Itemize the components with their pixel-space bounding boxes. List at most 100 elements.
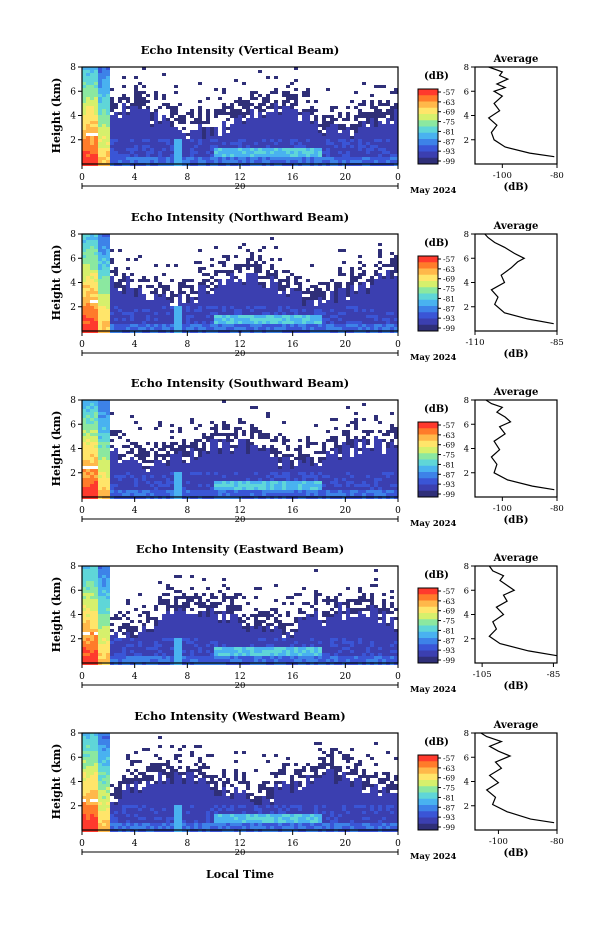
heatmap-cell <box>130 315 134 318</box>
heatmap-cell <box>218 300 222 303</box>
heatmap-cell <box>166 315 170 318</box>
heatmap-cell <box>326 115 330 118</box>
heatmap-cell <box>386 315 390 318</box>
heatmap-cell <box>150 291 154 294</box>
heatmap-cell <box>254 490 258 493</box>
heatmap-cell <box>382 315 386 318</box>
heatmap-cell <box>150 472 154 475</box>
heatmap-cell <box>262 469 266 472</box>
heatmap-cell <box>106 460 110 463</box>
heatmap-cell <box>110 321 114 324</box>
heatmap-cell <box>318 487 322 490</box>
heatmap-cell <box>210 448 214 451</box>
heatmap-cell <box>122 288 126 291</box>
heatmap-cell <box>94 142 98 145</box>
heatmap-cell <box>226 127 230 130</box>
heatmap-cell <box>166 445 170 448</box>
heatmap-cell <box>130 451 134 454</box>
heatmap-cell <box>178 484 182 487</box>
heatmap-cell <box>310 487 314 490</box>
heatmap-cell <box>94 121 98 124</box>
heatmap-cell <box>226 145 230 148</box>
heatmap-cell <box>390 118 394 121</box>
heatmap-cell <box>362 327 366 330</box>
heatmap-cell <box>206 487 210 490</box>
heatmap-cell <box>242 493 246 496</box>
heatmap-cell <box>334 327 338 330</box>
heatmap-cell <box>346 424 350 427</box>
heatmap-cell <box>110 318 114 321</box>
heatmap-cell <box>234 427 238 430</box>
heatmap-cell <box>254 294 258 297</box>
heatmap-cell <box>374 448 378 451</box>
heatmap-cell <box>254 139 258 142</box>
heatmap-cell <box>330 139 334 142</box>
heatmap-cell <box>154 136 158 139</box>
heatmap-cell <box>270 160 274 163</box>
heatmap-cell <box>82 136 86 139</box>
heatmap-cell <box>246 318 250 321</box>
heatmap-cell <box>342 124 346 127</box>
heatmap-cell <box>374 112 378 115</box>
heatmap-cell <box>142 139 146 142</box>
heatmap-cell <box>186 493 190 496</box>
heatmap-cell <box>270 124 274 127</box>
heatmap-cell <box>102 478 106 481</box>
heatmap-cell <box>118 133 122 136</box>
heatmap-cell <box>390 270 394 273</box>
heatmap-cell <box>102 249 106 252</box>
heatmap-cell <box>86 70 90 73</box>
heatmap-cell <box>266 145 270 148</box>
heatmap-cell <box>358 115 362 118</box>
heatmap-cell <box>326 475 330 478</box>
heatmap-cell <box>138 484 142 487</box>
heatmap-cell <box>322 469 326 472</box>
heatmap-cell <box>390 282 394 285</box>
heatmap-cell <box>250 406 254 409</box>
heatmap-cell <box>342 487 346 490</box>
heatmap-cell <box>366 439 370 442</box>
heatmap-cell <box>262 160 266 163</box>
heatmap-cell <box>82 261 86 264</box>
heatmap-cell <box>190 466 194 469</box>
heatmap-cell <box>258 478 262 481</box>
heatmap-cell <box>282 106 286 109</box>
heatmap-cell <box>286 321 290 324</box>
heatmap-cell <box>226 309 230 312</box>
heatmap-cell <box>110 249 114 252</box>
heatmap-cell <box>294 279 298 282</box>
heatmap-cell <box>86 282 90 285</box>
heatmap-cell <box>102 300 106 303</box>
heatmap-cell <box>230 160 234 163</box>
heatmap-cell <box>82 279 86 282</box>
heatmap-cell <box>118 100 122 103</box>
heatmap-cell <box>142 91 146 94</box>
heatmap-cell <box>282 481 286 484</box>
heatmap-cell <box>266 454 270 457</box>
heatmap-cell <box>174 85 178 88</box>
heatmap-cell <box>330 303 334 306</box>
heatmap-cell <box>210 300 214 303</box>
heatmap-cell <box>222 264 226 267</box>
heatmap-cell <box>394 433 398 436</box>
heatmap-cell <box>194 154 198 157</box>
heatmap-cell <box>286 133 290 136</box>
heatmap-cell <box>338 249 342 252</box>
heatmap-cell <box>166 469 170 472</box>
heatmap-cell <box>378 160 382 163</box>
heatmap-cell <box>318 481 322 484</box>
heatmap-cell <box>378 490 382 493</box>
heatmap-cell <box>190 309 194 312</box>
heatmap-cell <box>334 312 338 315</box>
heatmap-cell <box>254 303 258 306</box>
heatmap-cell <box>386 160 390 163</box>
heatmap-cell <box>310 124 314 127</box>
heatmap-cell <box>198 466 202 469</box>
heatmap-cell <box>98 478 102 481</box>
heatmap-cell <box>154 493 158 496</box>
heatmap-cell <box>138 472 142 475</box>
heatmap-cell <box>174 463 178 466</box>
heatmap-cell <box>274 145 278 148</box>
heatmap-cell <box>338 273 342 276</box>
heatmap-cell <box>270 127 274 130</box>
